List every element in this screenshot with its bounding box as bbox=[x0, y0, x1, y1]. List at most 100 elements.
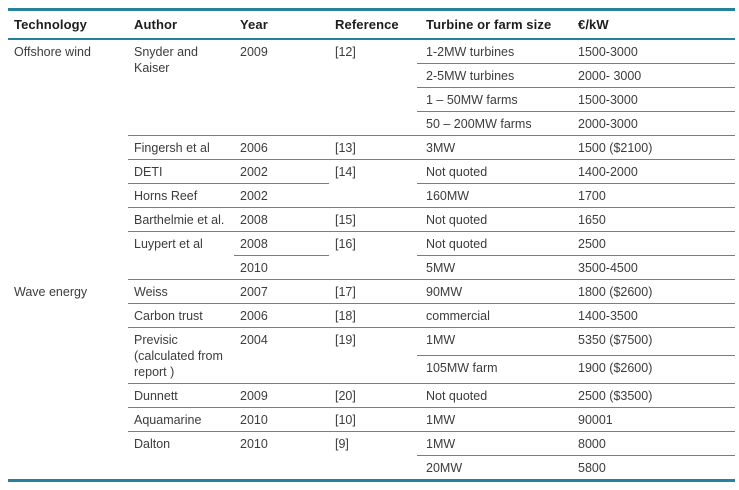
cell-author: DETI bbox=[128, 159, 234, 184]
cell-year: 2004 bbox=[234, 327, 329, 384]
cell-reference: [9] bbox=[335, 437, 349, 451]
cell-cost: 1400-3500 bbox=[569, 303, 735, 328]
col-header-technology: Technology bbox=[8, 9, 128, 40]
table-row: 20MW 5800 bbox=[8, 456, 735, 481]
cell-author: Weiss bbox=[128, 279, 234, 304]
cell-size: 105MW farm bbox=[417, 355, 569, 384]
cell-cost: 1800 ($2600) bbox=[569, 279, 735, 304]
table-row: 50 – 200MW farms 2000-3000 bbox=[8, 111, 735, 136]
table-row: Dalton 2010 [9] 1MW 8000 bbox=[8, 431, 735, 456]
cell-reference: [10] bbox=[329, 407, 417, 432]
cell-author: Snyder and Kaiser bbox=[128, 39, 234, 136]
cell-cost: 8000 bbox=[569, 431, 735, 456]
cell-author: Previsic (calculated from report ) bbox=[128, 327, 234, 384]
cell-size: 160MW bbox=[417, 183, 569, 208]
cell-author: Barthelmie et al. bbox=[128, 207, 234, 232]
cell-year: 2010 bbox=[234, 407, 329, 432]
cell-size: 50 – 200MW farms bbox=[417, 111, 569, 136]
cell-year: 2007 bbox=[234, 279, 329, 304]
cell-author: Aquamarine bbox=[128, 407, 234, 432]
cell-size: 3MW bbox=[417, 135, 569, 160]
table-row: Previsic (calculated from report ) 2004 … bbox=[8, 327, 735, 384]
table-row: 2010 5MW 3500-4500 bbox=[8, 255, 735, 280]
cell-size: Not quoted bbox=[417, 207, 569, 232]
cell-year: 2008 bbox=[234, 207, 329, 232]
cell-reference: [17] bbox=[329, 279, 417, 304]
cell-size: 1MW bbox=[417, 407, 569, 432]
cell-reference: [12] bbox=[329, 39, 417, 136]
cell-year: 2002 bbox=[234, 159, 329, 184]
cell-year: 2009 bbox=[234, 39, 329, 136]
cell-year: 2002 bbox=[234, 183, 329, 208]
cell-reference: [15] bbox=[329, 207, 417, 232]
cell-size: 1 – 50MW farms bbox=[417, 87, 569, 112]
cell-size: Not quoted bbox=[417, 383, 569, 408]
cell-cost: 90001 bbox=[569, 407, 735, 432]
cell-cost: 1650 bbox=[569, 207, 735, 232]
cell-reference: [18] bbox=[329, 303, 417, 328]
cell-cost: 1700 bbox=[569, 183, 735, 208]
cell-size: 5MW bbox=[417, 255, 569, 280]
cell-size: 2-5MW turbines bbox=[417, 63, 569, 88]
cell-size: commercial bbox=[417, 303, 569, 328]
cell-year: 2009 bbox=[234, 383, 329, 408]
table-row: Barthelmie et al. 2008 [15] Not quoted 1… bbox=[8, 207, 735, 232]
cell-size: 90MW bbox=[417, 279, 569, 304]
cost-comparison-table: Technology Author Year Reference Turbine… bbox=[8, 8, 735, 482]
table-row: Aquamarine 2010 [10] 1MW 90001 bbox=[8, 407, 735, 432]
table-row: 105MW farm 1900 ($2600) bbox=[8, 355, 735, 384]
cell-size: Not quoted bbox=[417, 159, 569, 184]
cell-cost: 1900 ($2600) bbox=[569, 355, 735, 384]
cell-year: 2006 bbox=[234, 303, 329, 328]
table-row: Dunnett 2009 [20] Not quoted 2500 ($3500… bbox=[8, 383, 735, 408]
cell-cost: 2500 bbox=[569, 231, 735, 256]
table-row: Wave energy Weiss 2007 [17] 90MW 1800 ($… bbox=[8, 279, 735, 304]
table-row: 2-5MW turbines 2000- 3000 bbox=[8, 63, 735, 88]
header-row: Technology Author Year Reference Turbine… bbox=[8, 9, 735, 40]
cell-author: Carbon trust bbox=[128, 303, 234, 328]
col-header-year: Year bbox=[234, 9, 329, 40]
col-header-cost: €/kW bbox=[569, 9, 735, 40]
table-row: Offshore wind Snyder and Kaiser 2009 [12… bbox=[8, 39, 735, 136]
cell-author: Luypert et al bbox=[128, 231, 234, 280]
cell-size: 20MW bbox=[426, 461, 463, 475]
cell-cost: 3500-4500 bbox=[569, 255, 735, 280]
col-header-author: Author bbox=[128, 9, 234, 40]
cell-technology: Offshore wind bbox=[14, 45, 91, 59]
cell-cost: 5800 bbox=[578, 461, 606, 475]
cell-year: 2006 bbox=[234, 135, 329, 160]
cell-cost: 2000-3000 bbox=[569, 111, 735, 136]
cell-year: 2008 bbox=[234, 231, 329, 256]
cell-cost: 2500 ($3500) bbox=[569, 383, 735, 408]
cell-size: 1-2MW turbines bbox=[417, 39, 569, 64]
cell-reference: [19] bbox=[329, 327, 417, 384]
cell-size: 1MW bbox=[417, 431, 569, 456]
cell-reference: [13] bbox=[329, 135, 417, 160]
cell-author: Dalton bbox=[134, 437, 171, 451]
cell-reference: [14] bbox=[329, 159, 417, 208]
technology-cost-table: Technology Author Year Reference Turbine… bbox=[8, 8, 735, 482]
table-row: 1 – 50MW farms 1500-3000 bbox=[8, 87, 735, 112]
table-row: DETI 2002 [14] Not quoted 1400-2000 bbox=[8, 159, 735, 208]
col-header-size: Turbine or farm size bbox=[417, 9, 569, 40]
cell-reference: [20] bbox=[329, 383, 417, 408]
col-header-reference: Reference bbox=[329, 9, 417, 40]
cell-size: 1MW bbox=[417, 327, 569, 356]
table-row: Luypert et al 2008 [16] Not quoted 2500 bbox=[8, 231, 735, 280]
cell-cost: 1500-3000 bbox=[569, 39, 735, 64]
cell-cost: 2000- 3000 bbox=[569, 63, 735, 88]
cell-size: Not quoted bbox=[417, 231, 569, 256]
table-row: Carbon trust 2006 [18] commercial 1400-3… bbox=[8, 303, 735, 328]
cell-cost: 5350 ($7500) bbox=[569, 327, 735, 356]
table-row: Horns Reef 2002 160MW 1700 bbox=[8, 183, 735, 208]
cell-reference: [16] bbox=[329, 231, 417, 280]
cell-cost: 1400-2000 bbox=[569, 159, 735, 184]
cell-author: Horns Reef bbox=[128, 183, 234, 208]
cell-year: 2010 bbox=[240, 437, 268, 451]
table-row: Fingersh et al 2006 [13] 3MW 1500 ($2100… bbox=[8, 135, 735, 160]
cell-cost: 1500-3000 bbox=[569, 87, 735, 112]
cell-technology: Wave energy bbox=[14, 284, 88, 299]
cell-year: 2010 bbox=[234, 255, 329, 280]
cell-author: Fingersh et al bbox=[128, 135, 234, 160]
cell-cost: 1500 ($2100) bbox=[569, 135, 735, 160]
